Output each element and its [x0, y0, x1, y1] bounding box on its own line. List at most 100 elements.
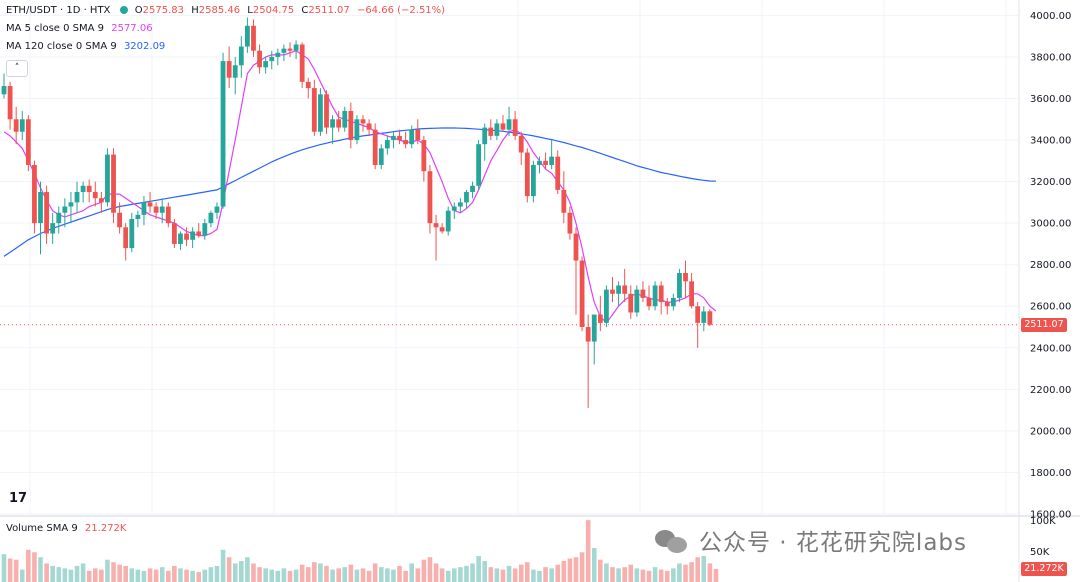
volume-bar: [482, 560, 488, 582]
symbol-label[interactable]: ETH/USDT · 1D · HTX: [6, 5, 111, 16]
volume-bar: [287, 570, 293, 582]
candle-body: [50, 223, 56, 234]
candle-body: [208, 212, 214, 224]
candle-body: [38, 191, 43, 224]
candle-body: [281, 48, 287, 53]
candle-body: [537, 160, 542, 165]
chevron-up-icon[interactable]: ˄: [6, 60, 28, 77]
candle-body: [275, 52, 281, 57]
candle-body: [500, 123, 506, 130]
candle-body: [111, 154, 116, 213]
volume-bar: [251, 563, 256, 582]
ma5-label: MA 5 close 0 SMA 9: [6, 23, 105, 34]
candle-body: [518, 135, 524, 153]
volume-bar: [555, 564, 561, 582]
candle-body: [190, 231, 196, 240]
volume-bar: [324, 565, 329, 582]
price-tick-label: 2000.00: [1030, 426, 1071, 437]
current-price-tag: 2511.07: [1021, 317, 1067, 332]
volume-bar: [202, 569, 208, 582]
candle-body: [439, 227, 445, 232]
candle-body: [610, 289, 615, 294]
candle-body: [567, 212, 573, 234]
candle-body: [178, 233, 183, 244]
volume-bar: [62, 568, 68, 582]
volume-bar: [147, 568, 153, 582]
price-tick-label: 3600.00: [1030, 94, 1071, 105]
ma120-legend[interactable]: MA 120 close 0 SMA 9 3202.09: [6, 40, 169, 54]
volume-bar: [7, 558, 13, 582]
candle-body: [245, 25, 250, 47]
volume-bar: [336, 568, 341, 582]
candle-body: [80, 185, 86, 192]
volume-bar: [470, 563, 475, 582]
wechat-icon: [655, 528, 689, 554]
volume-bar: [56, 567, 62, 582]
candle-body: [348, 110, 354, 141]
candle-body: [573, 233, 579, 261]
candle-body: [415, 129, 421, 141]
price-tick-label: 2600.00: [1030, 302, 1071, 313]
candle-body: [293, 44, 299, 51]
volume-bar: [451, 568, 457, 582]
volume-bar: [208, 567, 214, 582]
volume-axis: 50K 100K: [1030, 516, 1056, 558]
candle-body: [238, 46, 244, 66]
volume-bar: [707, 563, 713, 582]
volume-bar: [409, 563, 414, 582]
volume-bar: [129, 568, 135, 582]
ohlc-l-label: L: [247, 5, 253, 16]
volume-bar: [683, 564, 688, 582]
volume-bar: [433, 563, 439, 582]
candle-body: [153, 206, 159, 213]
volume-bar: [561, 560, 567, 582]
candle-body: [287, 48, 293, 51]
candle-body: [652, 285, 658, 307]
volume-bar: [543, 567, 548, 582]
candle-body: [457, 202, 463, 207]
price-axis: 1600.00 1800.00 2000.00 2200.00 2400.00 2600.…: [1030, 11, 1071, 521]
volume-bar: [391, 569, 396, 582]
volume-bar: [664, 570, 670, 582]
candle-body: [646, 297, 652, 307]
candle-body: [342, 110, 348, 128]
volume-bar: [135, 569, 141, 582]
candle-body: [299, 44, 305, 82]
volume-bar: [640, 569, 646, 582]
candle-body: [409, 129, 415, 145]
volume-bar: [44, 563, 49, 582]
volume-bar: [178, 568, 183, 582]
ma5-value: 2577.06: [111, 23, 153, 34]
candle-body: [561, 189, 567, 213]
volume-bar: [537, 570, 542, 582]
volume-bars: [1, 520, 719, 582]
candle-body: [579, 260, 585, 328]
candle-body: [226, 61, 232, 78]
ohlc-open: 2575.83: [142, 5, 185, 16]
volume-bar: [531, 569, 536, 582]
candle-body: [512, 119, 518, 136]
volume-bar: [348, 564, 354, 582]
volume-bar: [385, 568, 390, 582]
volume-bar: [628, 564, 634, 582]
volume-bar: [604, 563, 609, 582]
volume-bar: [378, 567, 384, 582]
tradingview-logo[interactable]: 17: [6, 488, 30, 510]
candle-body: [695, 306, 701, 323]
volume-bar: [159, 567, 165, 582]
candle-body: [117, 212, 123, 228]
volume-bar: [239, 560, 244, 582]
candle-body: [616, 285, 621, 294]
candle-body: [147, 202, 153, 207]
candle-body: [524, 152, 530, 197]
volume-bar: [232, 563, 238, 582]
volume-bar: [38, 557, 43, 582]
candle-body: [324, 94, 329, 128]
price-tick-label: 3400.00: [1030, 136, 1071, 147]
candle-body: [7, 86, 13, 120]
ma5-legend[interactable]: MA 5 close 0 SMA 9 2577.06: [6, 22, 157, 36]
volume-bar: [318, 563, 323, 582]
volume-legend[interactable]: Volume SMA 9 21.272K: [6, 522, 130, 536]
volume-bar: [214, 565, 220, 582]
